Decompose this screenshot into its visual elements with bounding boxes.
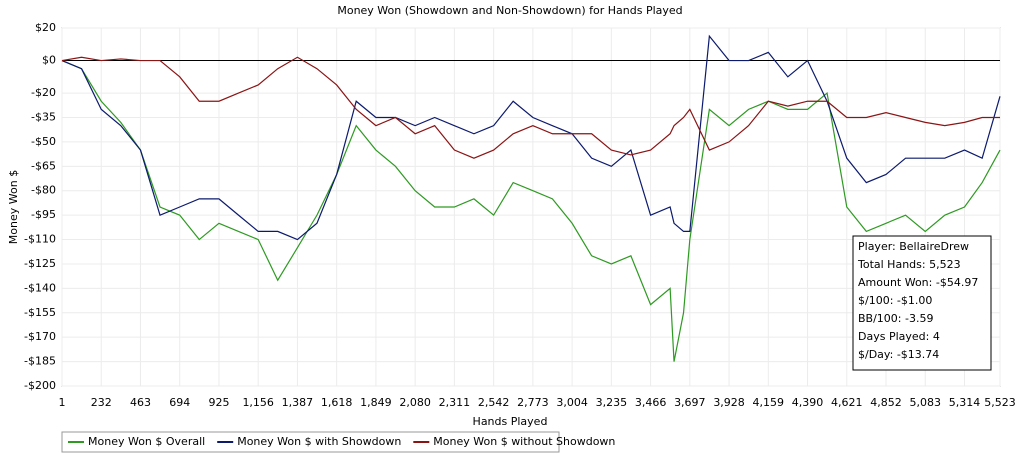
x-tick-label: 5,523: [984, 396, 1016, 409]
x-tick-label: 694: [169, 396, 190, 409]
y-tick-label: -$50: [31, 135, 56, 148]
info-box: [852, 235, 992, 371]
y-tick-label: -$20: [31, 86, 56, 99]
x-tick-label: 1,618: [321, 396, 353, 409]
x-tick-label: 2,080: [399, 396, 431, 409]
x-tick-label: 232: [91, 396, 112, 409]
x-tick-label: 3,466: [635, 396, 667, 409]
series-line: [61, 59, 1001, 362]
x-tick-label: 1,156: [242, 396, 274, 409]
x-tick-label: 3,235: [596, 396, 628, 409]
y-tick-label: -$95: [31, 208, 56, 221]
info-line: Player: BellaireDrew: [858, 240, 969, 253]
x-tick-label: 2,542: [478, 396, 510, 409]
y-tick-label: -$155: [24, 306, 56, 319]
y-tick-label: -$170: [24, 330, 56, 343]
y-tick-label: $20: [35, 21, 56, 34]
x-tick-label: 3,928: [713, 396, 745, 409]
legend-label: Money Won $ without Showdown: [433, 435, 615, 448]
legend-label: Money Won $ Overall: [88, 435, 205, 448]
y-tick-label: -$65: [31, 159, 56, 172]
x-tick-label: 5,314: [949, 396, 981, 409]
y-tick-label: -$35: [31, 111, 56, 124]
info-line: Total Hands: 5,523: [857, 258, 961, 271]
y-tick-label: -$80: [31, 184, 56, 197]
x-tick-label: 4,621: [831, 396, 863, 409]
x-tick-label: 1,387: [282, 396, 314, 409]
legend: [61, 431, 560, 453]
x-tick-label: 1: [59, 396, 66, 409]
info-line: $/100: -$1.00: [858, 294, 932, 307]
y-axis-label: Money Won $: [7, 170, 20, 244]
y-tick-label: -$185: [24, 355, 56, 368]
x-tick-label: 4,390: [792, 396, 824, 409]
x-tick-label: 5,083: [910, 396, 942, 409]
x-tick-label: 4,159: [753, 396, 785, 409]
chart-title: Money Won (Showdown and Non-Showdown) fo…: [337, 4, 682, 17]
y-tick-label: -$200: [24, 379, 56, 392]
y-tick-label: $0: [42, 54, 56, 67]
x-tick-label: 3,004: [556, 396, 588, 409]
x-tick-label: 2,311: [439, 396, 471, 409]
series-line: [61, 56, 1000, 159]
y-tick-label: -$140: [24, 281, 56, 294]
series-line: [61, 34, 1001, 241]
legend-label: Money Won $ with Showdown: [237, 435, 401, 448]
x-tick-label: 4,852: [870, 396, 902, 409]
y-tick-label: -$110: [24, 233, 56, 246]
x-tick-label: 3,697: [674, 396, 706, 409]
x-axis-label: Hands Played: [473, 415, 548, 428]
y-tick-label: -$125: [24, 257, 56, 270]
info-line: Days Played: 4: [858, 330, 940, 343]
info-line: BB/100: -3.59: [858, 312, 933, 325]
info-line: $/Day: -$13.74: [858, 348, 939, 361]
x-tick-label: 925: [208, 396, 229, 409]
x-tick-label: 2,773: [517, 396, 549, 409]
x-tick-label: 1,849: [360, 396, 392, 409]
x-tick-label: 463: [130, 396, 151, 409]
info-line: Amount Won: -$54.97: [858, 276, 978, 289]
